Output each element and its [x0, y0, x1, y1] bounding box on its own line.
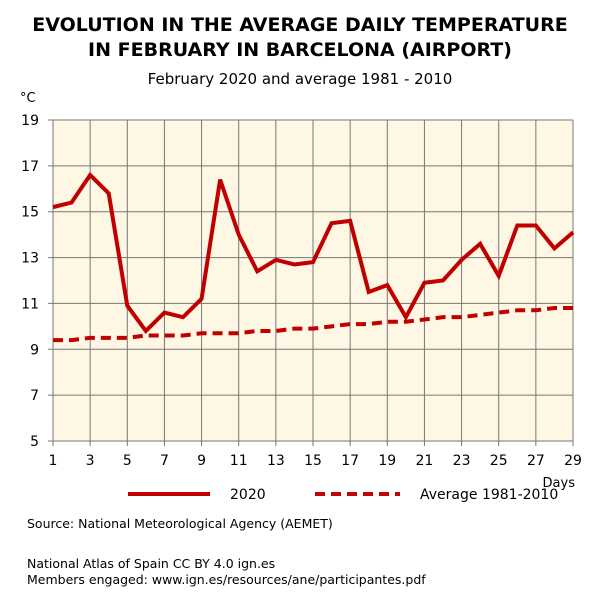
- chart-subtitle: February 2020 and average 1981 - 2010: [147, 70, 453, 88]
- x-tick-label: 27: [527, 453, 545, 469]
- x-tick-label: 25: [490, 453, 508, 469]
- chart-title-line1: EVOLUTION IN THE AVERAGE DAILY TEMPERATU…: [32, 14, 568, 36]
- y-tick-label: 5: [30, 434, 39, 450]
- y-tick-label: 13: [21, 251, 39, 267]
- source-note: Source: National Meteorological Agency (…: [27, 516, 333, 531]
- y-tick-label: 7: [30, 388, 39, 404]
- y-tick-label: 11: [21, 296, 39, 312]
- x-tick-label: 3: [86, 453, 95, 469]
- x-tick-label: 5: [123, 453, 132, 469]
- x-tick-label: 29: [564, 453, 582, 469]
- series-line-2020: [52, 171, 575, 334]
- y-tick-label: 19: [21, 113, 39, 129]
- x-tick-label: 1: [49, 453, 58, 469]
- x-tick-label: 19: [378, 453, 396, 469]
- x-tick-label: 17: [341, 453, 359, 469]
- x-tick-label: 13: [267, 453, 285, 469]
- x-tick-label: 23: [453, 453, 471, 469]
- license-note: National Atlas of Spain CC BY 4.0 ign.es: [27, 556, 276, 571]
- x-tick-label: 7: [160, 453, 169, 469]
- y-tick-label: 17: [21, 159, 39, 175]
- legend-label: 2020: [230, 487, 266, 503]
- x-tick-label: 21: [416, 453, 434, 469]
- y-tick-label: 15: [21, 205, 39, 221]
- x-tick-label: 9: [197, 453, 206, 469]
- x-tick-label: 11: [230, 453, 248, 469]
- members-note: Members engaged: www.ign.es/resources/an…: [27, 572, 426, 587]
- x-tick-label: 15: [304, 453, 322, 469]
- legend-label: Average 1981-2010: [420, 487, 558, 503]
- series-line-average: [53, 306, 573, 343]
- y-axis-label: °C: [20, 91, 36, 106]
- y-tick-label: 9: [30, 342, 39, 358]
- x-axis-label: Days: [543, 476, 576, 491]
- chart-title-line2: IN FEBRUARY IN BARCELONA (AIRPORT): [88, 39, 512, 61]
